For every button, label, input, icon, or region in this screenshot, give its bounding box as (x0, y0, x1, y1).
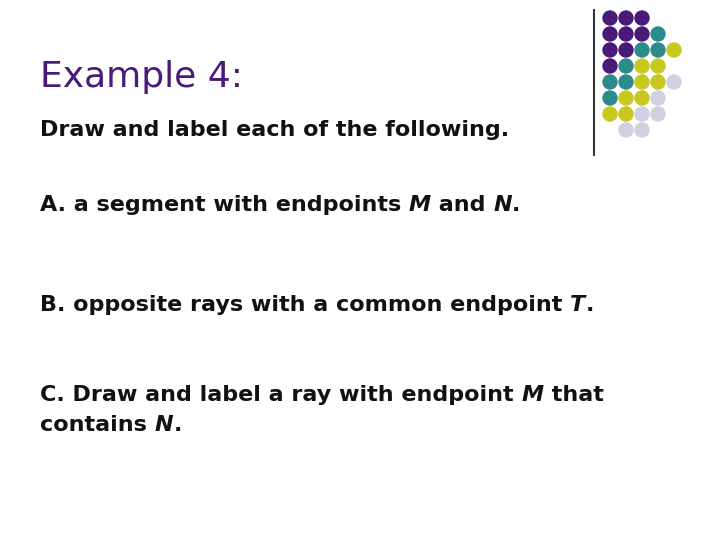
Text: .: . (512, 195, 521, 215)
Text: T: T (570, 295, 585, 315)
Circle shape (635, 91, 649, 105)
Text: C. Draw and label a ray with endpoint: C. Draw and label a ray with endpoint (40, 385, 521, 405)
Circle shape (619, 123, 633, 137)
Circle shape (651, 43, 665, 57)
Circle shape (635, 27, 649, 41)
Text: and: and (431, 195, 493, 215)
Circle shape (651, 75, 665, 89)
Text: contains: contains (40, 415, 155, 435)
Circle shape (635, 123, 649, 137)
Circle shape (667, 75, 681, 89)
Circle shape (619, 107, 633, 121)
Circle shape (651, 59, 665, 73)
Text: Example 4:: Example 4: (40, 60, 243, 94)
Text: M: M (409, 195, 431, 215)
Circle shape (635, 11, 649, 25)
Circle shape (635, 59, 649, 73)
Text: .: . (174, 415, 181, 435)
Circle shape (603, 59, 617, 73)
Text: A. a segment with endpoints: A. a segment with endpoints (40, 195, 409, 215)
Text: that: that (544, 385, 603, 405)
Circle shape (619, 59, 633, 73)
Circle shape (651, 107, 665, 121)
Circle shape (603, 27, 617, 41)
Circle shape (603, 91, 617, 105)
Circle shape (619, 11, 633, 25)
Text: B. opposite rays with a common endpoint: B. opposite rays with a common endpoint (40, 295, 570, 315)
Text: Draw and label each of the following.: Draw and label each of the following. (40, 120, 509, 140)
Circle shape (603, 43, 617, 57)
Circle shape (635, 75, 649, 89)
Text: .: . (585, 295, 593, 315)
Text: N: N (493, 195, 512, 215)
Circle shape (619, 75, 633, 89)
Circle shape (635, 107, 649, 121)
Circle shape (619, 27, 633, 41)
Text: M: M (521, 385, 544, 405)
Circle shape (651, 91, 665, 105)
Circle shape (603, 107, 617, 121)
Text: N: N (155, 415, 174, 435)
Circle shape (635, 43, 649, 57)
Circle shape (603, 75, 617, 89)
Circle shape (651, 27, 665, 41)
Circle shape (619, 43, 633, 57)
Circle shape (619, 91, 633, 105)
Circle shape (667, 43, 681, 57)
Circle shape (603, 11, 617, 25)
